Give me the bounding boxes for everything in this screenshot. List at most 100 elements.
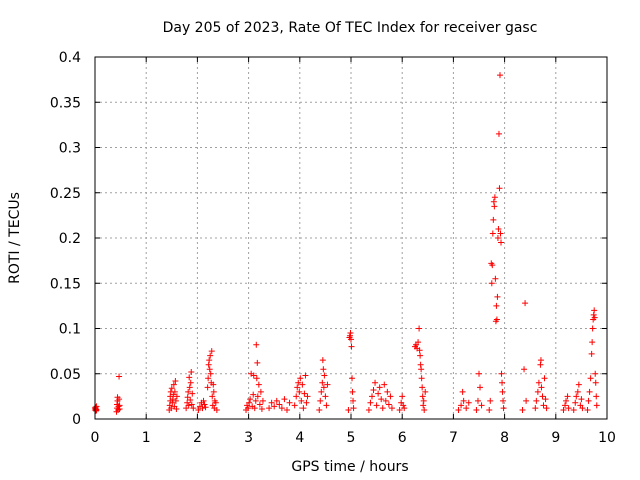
y-tick-labels: 0 0.05 0.1 0.15 0.2 0.25 0.3 0.35 0.4 xyxy=(50,50,81,428)
data-point xyxy=(592,379,599,386)
data-point xyxy=(564,393,571,400)
y-tick-label: 0.3 xyxy=(59,141,81,157)
chart-title: Day 205 of 2023, Rate Of TEC Index for r… xyxy=(163,20,538,36)
data-point xyxy=(538,384,545,391)
data-point xyxy=(116,402,123,409)
axis-ticks xyxy=(94,56,608,420)
data-point xyxy=(173,406,180,413)
data-point xyxy=(586,388,593,395)
data-point xyxy=(252,397,259,404)
data-point xyxy=(294,384,301,391)
data-point xyxy=(534,388,541,395)
data-point xyxy=(167,393,174,400)
data-point xyxy=(420,397,427,404)
data-point xyxy=(116,396,123,403)
data-point xyxy=(348,336,354,343)
data-point xyxy=(276,401,283,408)
data-point xyxy=(304,393,311,400)
data-point xyxy=(376,384,383,391)
data-point xyxy=(281,396,288,403)
data-point xyxy=(266,405,273,412)
data-point xyxy=(496,72,503,79)
data-point xyxy=(210,388,217,395)
data-point xyxy=(422,388,429,395)
data-point xyxy=(591,314,598,321)
data-point xyxy=(322,393,329,400)
data-point xyxy=(200,397,207,404)
data-point xyxy=(375,390,382,397)
data-point xyxy=(539,393,546,400)
data-point xyxy=(349,388,356,395)
data-point xyxy=(115,403,122,410)
data-point xyxy=(346,332,353,339)
data-point xyxy=(296,388,303,395)
data-point xyxy=(300,405,307,412)
data-point xyxy=(465,399,472,406)
x-tick-label: 3 xyxy=(244,430,253,446)
data-point xyxy=(195,406,202,413)
data-point xyxy=(588,350,595,357)
data-point xyxy=(372,379,379,386)
data-point xyxy=(593,402,600,409)
data-point xyxy=(574,388,581,395)
data-point xyxy=(491,203,498,210)
data-point xyxy=(171,388,178,395)
data-point xyxy=(385,401,392,408)
data-point xyxy=(419,384,426,391)
x-tick-label: 10 xyxy=(598,430,616,446)
data-point xyxy=(499,388,506,395)
data-point xyxy=(257,388,264,395)
data-point xyxy=(271,403,278,410)
data-point xyxy=(170,381,177,388)
y-tick-label: 0.25 xyxy=(50,186,81,202)
data-point xyxy=(496,185,503,192)
x-axis-label: GPS time / hours xyxy=(291,459,408,475)
data-point xyxy=(187,396,194,403)
data-point xyxy=(365,406,372,413)
data-point xyxy=(459,388,466,395)
data-point xyxy=(320,384,327,391)
data-point xyxy=(186,374,193,381)
data-point xyxy=(498,370,505,377)
data-point xyxy=(490,216,497,223)
data-point xyxy=(293,393,300,400)
data-point xyxy=(206,357,213,364)
data-point xyxy=(209,393,216,400)
data-point xyxy=(350,405,357,412)
data-point xyxy=(255,381,262,388)
data-point xyxy=(318,388,325,395)
data-point xyxy=(500,397,507,404)
data-point xyxy=(523,397,530,404)
data-point xyxy=(188,401,195,408)
data-point xyxy=(486,406,493,413)
data-point xyxy=(184,394,191,401)
data-point xyxy=(256,401,263,408)
data-point xyxy=(572,399,579,406)
data-point xyxy=(494,235,501,241)
x-tick-label: 4 xyxy=(295,430,304,446)
data-point xyxy=(592,370,599,377)
data-point xyxy=(368,393,375,400)
x-tick-label: 7 xyxy=(449,430,458,446)
data-point xyxy=(367,399,374,406)
data-point xyxy=(317,397,324,404)
data-point xyxy=(499,379,506,386)
data-point xyxy=(169,396,176,403)
data-point xyxy=(172,397,179,404)
data-point xyxy=(185,402,192,409)
x-tick-label: 5 xyxy=(347,430,356,446)
data-point xyxy=(543,405,550,412)
data-point xyxy=(384,388,391,395)
data-point xyxy=(417,361,424,368)
data-point xyxy=(416,347,423,354)
data-point xyxy=(489,230,496,237)
data-point xyxy=(495,225,502,232)
x-tick-label: 9 xyxy=(551,430,560,446)
data-point xyxy=(168,405,175,412)
data-point xyxy=(302,372,309,379)
data-point xyxy=(532,405,539,412)
data-point xyxy=(303,399,310,406)
data-point xyxy=(463,405,470,412)
data-point xyxy=(273,397,280,404)
